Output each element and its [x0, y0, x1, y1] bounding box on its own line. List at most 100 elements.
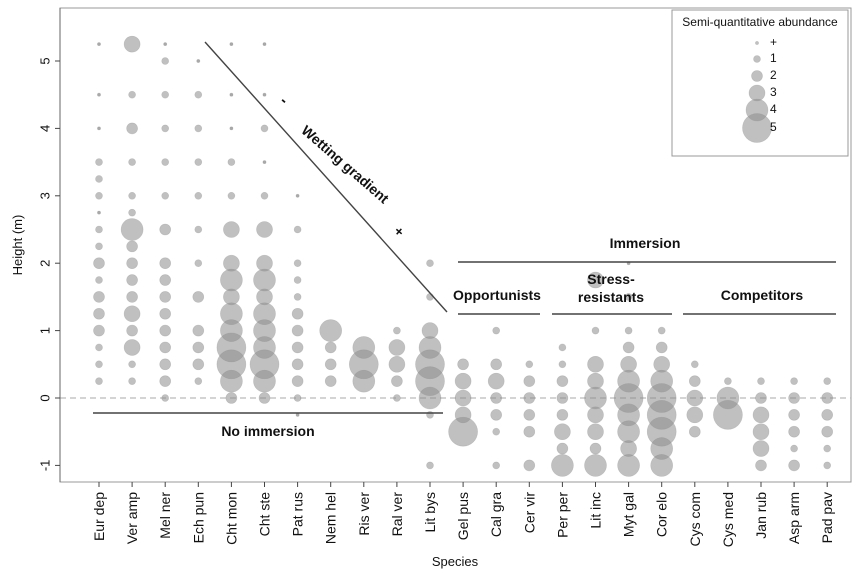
data-point [393, 326, 401, 335]
series-asp-arm [788, 377, 800, 472]
data-point [93, 291, 105, 303]
data-point [293, 259, 302, 268]
data-point [755, 392, 767, 404]
series-pad-pav [821, 377, 834, 470]
data-point [194, 192, 203, 200]
data-point [457, 358, 469, 371]
data-point [192, 291, 205, 303]
data-point [159, 324, 171, 337]
data-point [95, 175, 103, 183]
data-point [319, 319, 343, 342]
wetting-gradient-label: Wetting gradient [298, 122, 392, 207]
data-point [161, 192, 169, 200]
y-axis-title: Height (m) [10, 215, 25, 276]
y-tick-label: 1 [37, 327, 52, 334]
data-point [225, 392, 238, 404]
data-point [159, 257, 171, 270]
data-point [584, 386, 607, 410]
data-point [688, 375, 701, 387]
data-point [556, 392, 569, 404]
data-point [556, 375, 569, 387]
x-tick-label: Eur dep [91, 492, 107, 541]
series-lit-inc [584, 271, 607, 477]
data-point [194, 158, 203, 166]
series-pat-rus [291, 193, 304, 417]
data-point [161, 124, 169, 133]
series-ris-ver [348, 336, 379, 393]
data-point [821, 409, 834, 421]
data-point [95, 377, 103, 385]
data-point [223, 221, 240, 238]
data-point [163, 42, 168, 47]
series-jan-rub [752, 377, 770, 472]
legend-label: 2 [770, 68, 777, 82]
data-point [161, 158, 169, 166]
data-point [426, 293, 434, 301]
data-point [291, 324, 304, 337]
data-point [229, 42, 234, 47]
data-point [686, 406, 704, 424]
data-point [790, 377, 798, 385]
x-tick-label: Jan rub [753, 492, 769, 539]
data-point [752, 440, 770, 457]
data-point [291, 307, 304, 320]
data-point [448, 416, 478, 447]
x-tick-label: Gel pus [455, 492, 471, 540]
x-tick-label: Lit inc [588, 492, 604, 529]
data-point [622, 341, 635, 354]
data-point [93, 307, 105, 320]
data-point [295, 412, 300, 417]
data-point [128, 377, 136, 385]
x-tick-label: Cys med [720, 492, 736, 547]
legend-label: 5 [770, 120, 777, 134]
data-point [128, 158, 136, 166]
data-point [293, 293, 302, 301]
data-point [823, 461, 832, 470]
data-point [490, 392, 503, 404]
data-point [126, 240, 138, 253]
data-point [95, 225, 103, 234]
legend-label: 1 [770, 51, 777, 65]
data-point [752, 406, 770, 424]
data-point [821, 392, 834, 404]
data-point [161, 57, 169, 65]
data-point [126, 274, 138, 286]
data-point [492, 461, 501, 470]
data-point [690, 360, 699, 369]
data-point [624, 293, 633, 301]
data-point [260, 124, 269, 133]
x-tick-label: Cht ste [257, 492, 273, 537]
data-point [788, 425, 800, 438]
gradient-plus-label: + [391, 223, 408, 240]
data-point [97, 126, 101, 131]
series-cht-mon [216, 42, 247, 404]
data-point [587, 271, 604, 289]
legend-label: 3 [770, 85, 777, 99]
data-point [584, 454, 607, 477]
data-point [220, 369, 243, 393]
data-point [194, 90, 203, 99]
data-point [713, 400, 743, 430]
legend-symbol [742, 113, 772, 143]
data-point [655, 341, 668, 354]
x-tick-label: Cal gra [488, 492, 504, 537]
x-tick-label: Ech pun [190, 492, 206, 543]
legend-symbol [751, 70, 763, 82]
data-point [523, 375, 536, 387]
data-point [657, 326, 666, 335]
data-point [324, 375, 337, 387]
data-point [161, 90, 169, 99]
data-point [93, 257, 105, 270]
data-point [418, 386, 442, 410]
data-point [262, 160, 267, 165]
y-tick-label: 2 [37, 260, 52, 267]
data-point [229, 126, 234, 131]
y-tick-label: 4 [37, 125, 52, 132]
data-point [587, 355, 604, 373]
data-point [192, 324, 205, 337]
data-point [591, 326, 600, 335]
x-tick-label: Myt gal [621, 492, 637, 537]
data-point [823, 444, 832, 453]
